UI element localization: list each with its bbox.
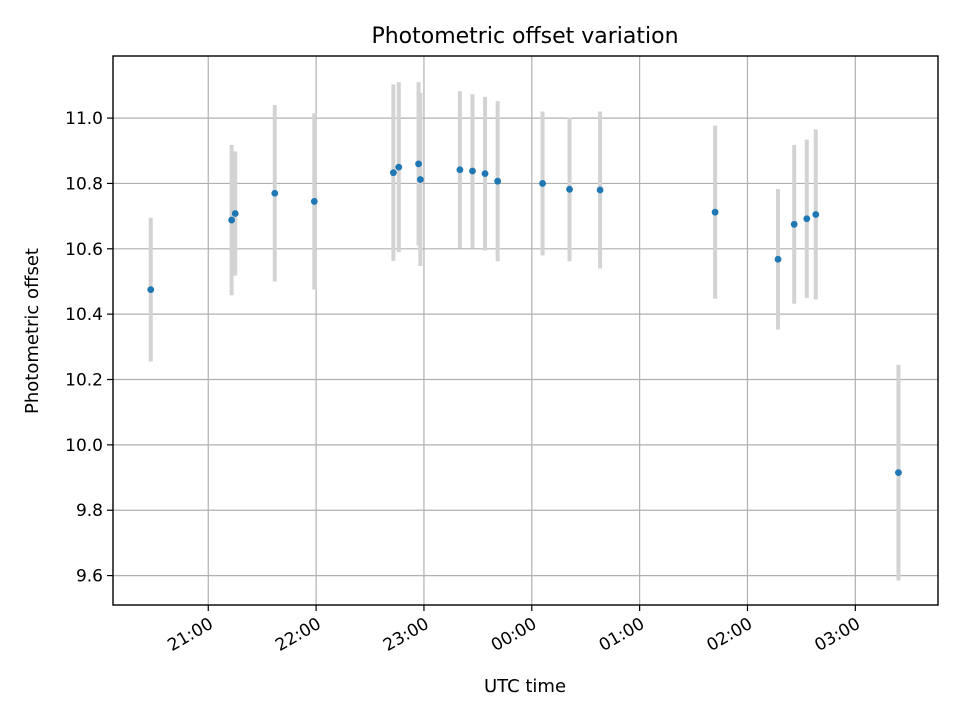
data-point xyxy=(310,198,318,205)
data-point xyxy=(415,160,422,168)
y-tick-label: 9.8 xyxy=(76,501,103,521)
data-point xyxy=(812,211,820,218)
y-tick-label: 11.0 xyxy=(65,109,103,129)
data-point xyxy=(416,176,424,183)
data-point xyxy=(395,163,403,171)
data-point xyxy=(271,189,279,197)
data-point xyxy=(228,216,236,224)
data-point xyxy=(790,220,798,228)
data-point xyxy=(566,185,573,193)
data-point xyxy=(596,186,604,194)
y-axis-label: Photometric offset xyxy=(22,248,43,414)
y-tick-label: 10.8 xyxy=(65,174,103,194)
y-tick-label: 10.0 xyxy=(65,436,103,456)
data-point xyxy=(711,208,719,216)
data-point xyxy=(469,167,476,175)
chart-title: Photometric offset variation xyxy=(371,24,678,49)
data-point xyxy=(481,170,489,178)
grid-lines xyxy=(113,56,938,605)
y-tick-label: 10.6 xyxy=(65,240,103,260)
data-points xyxy=(147,160,902,477)
y-tick-label: 10.2 xyxy=(65,371,103,391)
data-point xyxy=(147,286,155,294)
data-point xyxy=(539,180,546,187)
data-point xyxy=(494,177,502,185)
y-tick-label: 10.4 xyxy=(65,305,103,325)
data-point xyxy=(456,166,464,174)
y-tick-label: 9.6 xyxy=(76,567,103,587)
data-point xyxy=(231,210,239,217)
data-point xyxy=(895,469,902,477)
x-axis-label: UTC time xyxy=(484,676,566,697)
data-point xyxy=(389,169,397,177)
data-point xyxy=(803,215,811,223)
plot-frame xyxy=(112,55,939,606)
data-point xyxy=(774,255,782,263)
